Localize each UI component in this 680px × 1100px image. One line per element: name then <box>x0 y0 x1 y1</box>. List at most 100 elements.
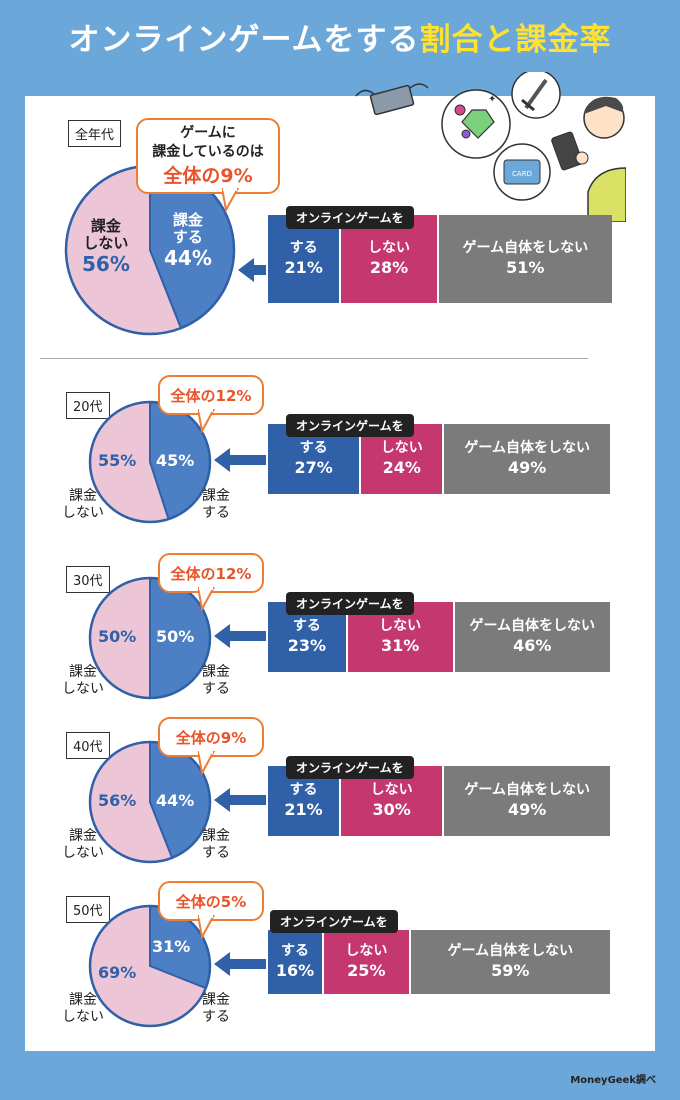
gaming-illustration: ✦ CARD <box>355 72 626 222</box>
segment-value: 49% <box>508 799 547 819</box>
segment-label: しない <box>345 943 388 960</box>
callout-tail <box>198 587 216 611</box>
pie-chart <box>88 904 212 1028</box>
infographic-title: オンラインゲームをする割合と課金率 <box>0 14 680 59</box>
age-group-label: 50代 <box>66 896 110 923</box>
pie-value-nopay: 56% <box>98 791 137 810</box>
segment-value: 16% <box>275 960 315 980</box>
stack-segment-none: ゲーム自体をしない 49% <box>444 766 610 836</box>
stack-segment-do: する 16% <box>268 930 325 994</box>
callout-tail <box>222 188 240 212</box>
sword-bubble-icon <box>511 72 561 119</box>
callout-prefix: ゲームに 課金しているのは <box>152 125 264 160</box>
stack-segment-not: しない 25% <box>324 930 411 994</box>
source-credit: MoneyGeek調べ <box>570 1075 656 1086</box>
segment-value: 25% <box>347 960 386 980</box>
pie-outline <box>88 904 212 1028</box>
pie-value-nopay: 50% <box>98 627 137 646</box>
segment-value: 51% <box>506 257 545 277</box>
side-label-pay: 課金 する <box>202 992 230 1025</box>
segment-label: する <box>289 240 318 257</box>
pie-chart <box>88 740 212 864</box>
svg-text:✦: ✦ <box>488 94 496 105</box>
svg-text:CARD: CARD <box>512 170 532 178</box>
segment-label: ゲーム自体をしない <box>462 240 589 257</box>
stack-segment-do: する 21% <box>268 215 342 303</box>
stack-header: オンラインゲームを <box>286 756 414 779</box>
gems-bubble-icon: ✦ <box>441 89 511 159</box>
segment-value: 28% <box>369 257 409 277</box>
age-group-label: 全年代 <box>68 120 122 147</box>
side-label-pay: 課金 する <box>202 828 230 861</box>
stack-segment-none: ゲーム自体をしない 49% <box>444 424 610 494</box>
pie-value-nopay: 69% <box>98 963 137 982</box>
segment-label: しない <box>380 440 423 457</box>
age-group-label: 20代 <box>66 392 110 419</box>
stack-header: オンラインゲームを <box>286 592 414 615</box>
stack-header: オンラインゲームを <box>286 206 414 229</box>
pointer-arrow <box>214 448 266 472</box>
pointer-arrow <box>214 624 266 648</box>
title-main: オンラインゲームをする <box>68 22 420 58</box>
segment-label: ゲーム自体をしない <box>464 782 590 799</box>
side-label-nopay: 課金 しない <box>62 664 104 697</box>
stack-segment-none: ゲーム自体をしない 46% <box>454 602 610 672</box>
stacked-bar: する 27% しない 24% ゲーム自体をしない 49% <box>268 424 610 494</box>
segment-value: 30% <box>372 799 411 819</box>
flying-money-icon <box>355 83 429 116</box>
segment-value: 27% <box>294 457 333 477</box>
stacked-bar: する 21% しない 30% ゲーム自体をしない 49% <box>268 766 610 836</box>
segment-value: 24% <box>382 457 421 477</box>
pointer-arrow <box>214 788 266 812</box>
pie-value-pay: 44% <box>156 791 195 810</box>
stack-segment-none: ゲーム自体をしない 51% <box>438 215 612 303</box>
segment-label: ゲーム自体をしない <box>469 618 596 635</box>
callout-tail <box>198 751 216 775</box>
side-label-pay: 課金 する <box>202 664 230 697</box>
stack-segment-none: ゲーム自体をしない 59% <box>410 930 610 994</box>
segment-label: ゲーム自体をしない <box>447 943 574 960</box>
side-label-nopay: 課金 しない <box>62 992 104 1025</box>
segment-value: 23% <box>287 635 327 655</box>
pie-chart <box>88 400 212 524</box>
side-label-pay: 課金 する <box>202 488 230 521</box>
callout-value: 全体の12% <box>170 386 252 405</box>
segment-value: 59% <box>491 960 530 980</box>
person-with-phone-icon <box>551 96 626 222</box>
pie-outline <box>88 740 212 864</box>
segment-label: ゲーム自体をしない <box>464 440 590 457</box>
card-bubble-icon: CARD <box>493 143 551 201</box>
section-divider <box>40 358 588 359</box>
segment-label: しない <box>367 240 410 257</box>
segment-label: しない <box>379 618 422 635</box>
segment-value: 49% <box>508 457 547 477</box>
pie-label-nopay: 課金 しない 56% <box>82 217 130 276</box>
pie-value-pay: 50% <box>156 627 195 646</box>
callout-tail <box>198 409 216 433</box>
callout-value: 全体の9% <box>175 728 247 747</box>
pie-chart <box>64 164 236 336</box>
segment-value: 21% <box>284 799 323 819</box>
stack-header: オンラインゲームを <box>270 910 398 933</box>
age-group-label: 40代 <box>66 732 110 759</box>
segment-label: しない <box>370 782 413 799</box>
segment-value: 31% <box>380 635 420 655</box>
pie-outline <box>88 576 212 700</box>
segment-label: する <box>289 782 318 799</box>
pie-value-pay: 45% <box>156 451 195 470</box>
segment-label: する <box>281 943 310 960</box>
side-label-nopay: 課金 しない <box>62 828 104 861</box>
segment-value: 21% <box>284 257 323 277</box>
stack-header: オンラインゲームを <box>286 414 414 437</box>
callout-value: 全体の12% <box>170 564 252 583</box>
pie-chart <box>88 576 212 700</box>
age-group-label: 30代 <box>66 566 110 593</box>
callout-tail <box>198 915 216 939</box>
pie-value-nopay: 55% <box>98 451 137 470</box>
stacked-bar: する 21% しない 28% ゲーム自体をしない 51% <box>268 215 612 303</box>
pointer-arrow <box>214 952 266 976</box>
pie-outline <box>88 400 212 524</box>
pie-value-pay: 31% <box>152 937 191 956</box>
segment-label: する <box>292 618 321 635</box>
callout-value: 全体の5% <box>175 892 247 911</box>
